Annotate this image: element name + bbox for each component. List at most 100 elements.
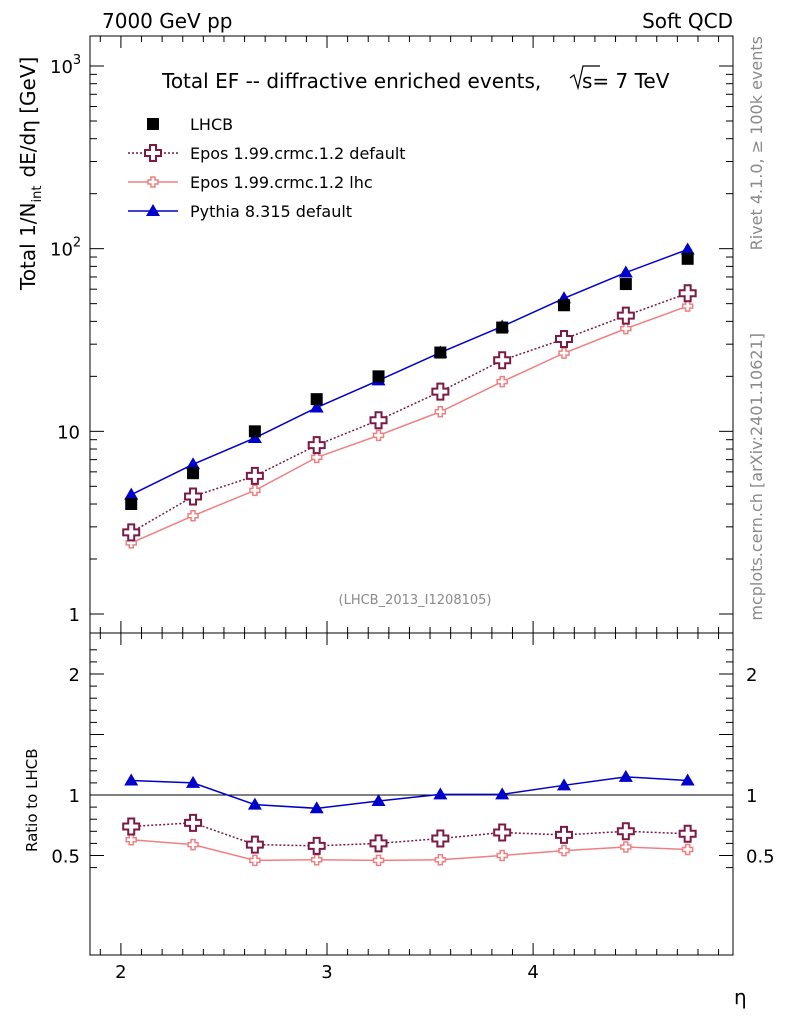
- pythia-8-315-default-point: [309, 400, 324, 413]
- epos-1-99-crmc-1-2-lhc-point: [681, 300, 694, 312]
- epos-1-99-crmc-1-2-default-point: [369, 834, 388, 853]
- pythia-8-315-default-point: [433, 787, 448, 800]
- epos-1-99-crmc-1-2-lhc-point: [310, 451, 323, 464]
- pythia-8-315-default-point: [186, 775, 201, 788]
- lhcb-point: [619, 278, 632, 291]
- ratio-y-tick-label-left: 1: [69, 786, 80, 807]
- lhcb-point: [434, 346, 447, 359]
- epos-1-99-crmc-1-2-lhc-point: [125, 834, 137, 846]
- epos-1-99-crmc-1-2-default-point: [184, 813, 203, 832]
- legend-marker-epos-1-99-crmc-1-2-lhc: [147, 176, 159, 188]
- pythia-8-315-default-point: [557, 778, 572, 791]
- epos-1-99-crmc-1-2-default-point: [369, 411, 388, 430]
- x-tick-label: 2: [115, 962, 126, 983]
- ratio-y-axis-label: Ratio to LHCB: [23, 748, 41, 852]
- legend-label-epos-1-99-crmc-1-2-default: Epos 1.99.crmc.1.2 default: [190, 144, 406, 163]
- main-series-group: [122, 242, 697, 549]
- mcplots-label: mcplots.cern.ch [arXiv:2401.10621]: [747, 333, 766, 621]
- header-right: Soft QCD: [642, 9, 733, 33]
- lhcb-point: [310, 393, 323, 406]
- epos-1-99-crmc-1-2-lhc-point: [620, 322, 632, 335]
- x-tick-label: 4: [527, 962, 538, 983]
- epos-1-99-crmc-1-2-lhc-point: [310, 853, 323, 866]
- legend-label-pythia-8-315-default: Pythia 8.315 default: [190, 202, 352, 221]
- epos-1-99-crmc-1-2-default-point: [555, 330, 574, 349]
- epos-1-99-crmc-1-2-default-point: [493, 351, 512, 370]
- lhcb-point: [248, 425, 261, 438]
- epos-1-99-crmc-1-2-default-point: [184, 487, 203, 506]
- x-tick-label: 3: [321, 962, 332, 983]
- epos-1-99-crmc-1-2-default-line: [130, 292, 688, 533]
- epos-1-99-crmc-1-2-default-point: [245, 835, 264, 854]
- pythia-8-315-default-point: [495, 787, 510, 800]
- lhcb-point: [681, 252, 694, 265]
- ratio-y-tick-label-left: 0.5: [51, 847, 80, 868]
- epos-1-99-crmc-1-2-default-point: [122, 817, 141, 836]
- lhcb-point: [187, 467, 200, 480]
- header-left: 7000 GeV pp: [102, 9, 233, 33]
- legend-label-epos-1-99-crmc-1-2-lhc: Epos 1.99.crmc.1.2 lhc: [190, 173, 373, 192]
- lhcb-point: [372, 370, 385, 383]
- y-tick-label: 10: [57, 422, 80, 443]
- y-tick-label: 102: [50, 236, 81, 261]
- rivet-label: Rivet 4.1.0, ≥ 100k events: [747, 36, 766, 250]
- epos-1-99-crmc-1-2-default-point: [616, 822, 635, 841]
- epos-1-99-crmc-1-2-lhc-point: [249, 484, 261, 497]
- epos-1-99-crmc-1-2-lhc-point: [620, 841, 632, 853]
- epos-1-99-crmc-1-2-lhc-line: [130, 305, 688, 544]
- epos-1-99-crmc-1-2-default-line: [131, 822, 688, 847]
- epos-1-99-crmc-1-2-lhc-point: [372, 429, 385, 442]
- epos-1-99-crmc-1-2-lhc-point: [187, 838, 199, 851]
- x-axis-label: η: [734, 985, 747, 1009]
- ratio-y-tick-label-right: 1: [746, 786, 757, 807]
- lhcb-point: [125, 498, 138, 511]
- epos-1-99-crmc-1-2-default-point: [678, 824, 697, 843]
- epos-1-99-crmc-1-2-default-point: [616, 306, 635, 325]
- pythia-8-315-default-line: [130, 248, 688, 496]
- pythia-8-315-default-point: [186, 457, 201, 470]
- legend: LHCB Epos 1.99.crmc.1.2 default Epos 1.99.…: [128, 115, 406, 221]
- y-axis-label: Total 1/NintdE/dη [GeV]: [16, 57, 45, 291]
- epos-1-99-crmc-1-2-lhc-point: [681, 843, 694, 856]
- epos-1-99-crmc-1-2-default-point: [307, 436, 326, 455]
- sqrt-symbol: [569, 65, 600, 91]
- chart-title-sqrt: s= 7 TeV: [582, 69, 670, 93]
- epos-1-99-crmc-1-2-lhc-point: [434, 405, 447, 418]
- ratio-y-tick-label-right: 0.5: [746, 847, 775, 868]
- pythia-8-315-default-point: [247, 797, 262, 810]
- epos-1-99-crmc-1-2-default-point: [555, 825, 574, 844]
- epos-1-99-crmc-1-2-default-point: [122, 523, 141, 542]
- epos-1-99-crmc-1-2-lhc-point: [496, 375, 508, 388]
- pythia-8-315-default-point: [309, 801, 324, 814]
- lhcb-point: [496, 321, 509, 334]
- epos-1-99-crmc-1-2-default-point: [493, 823, 512, 842]
- epos-1-99-crmc-1-2-default-point: [431, 829, 450, 848]
- lhcb-point: [558, 299, 571, 312]
- pythia-8-315-default-point: [371, 794, 386, 807]
- epos-1-99-crmc-1-2-lhc-point: [187, 510, 199, 522]
- pythia-8-315-default-point: [680, 242, 695, 255]
- epos-1-99-crmc-1-2-default-point: [431, 382, 450, 401]
- pythia-8-315-default-point: [618, 265, 633, 278]
- ratio-plot-frame: [89, 632, 734, 956]
- pythia-8-315-default-point: [124, 487, 139, 500]
- epos-1-99-crmc-1-2-lhc-line: [131, 839, 688, 862]
- pythia-8-315-default-line: [131, 776, 688, 810]
- legend-marker-pythia-8-315-default: [146, 204, 160, 216]
- main-plot-frame: [89, 35, 734, 634]
- epos-1-99-crmc-1-2-default-point: [245, 466, 264, 485]
- ratio-series-group: [122, 769, 697, 867]
- epos-1-99-crmc-1-2-lhc-point: [434, 853, 447, 866]
- ratio-y-tick-label-left: 2: [69, 665, 80, 686]
- legend-marker-epos-1-99-crmc-1-2-default: [144, 144, 162, 162]
- legend-marker-lhcb: [147, 118, 159, 130]
- axis-ticks: 2 3 4 1 10 102 103 0.5 0.5 1 1 2 2: [50, 36, 775, 983]
- epos-1-99-crmc-1-2-default-point: [307, 836, 326, 855]
- epos-1-99-crmc-1-2-lhc-point: [249, 854, 261, 867]
- chart-title: Total EF -- diffractive enriched events,: [161, 69, 541, 93]
- epos-1-99-crmc-1-2-lhc-point: [558, 844, 570, 857]
- pythia-8-315-default-point: [680, 773, 695, 786]
- legend-label-lhcb: LHCB: [190, 115, 233, 134]
- y-tick-label: 1: [69, 605, 80, 626]
